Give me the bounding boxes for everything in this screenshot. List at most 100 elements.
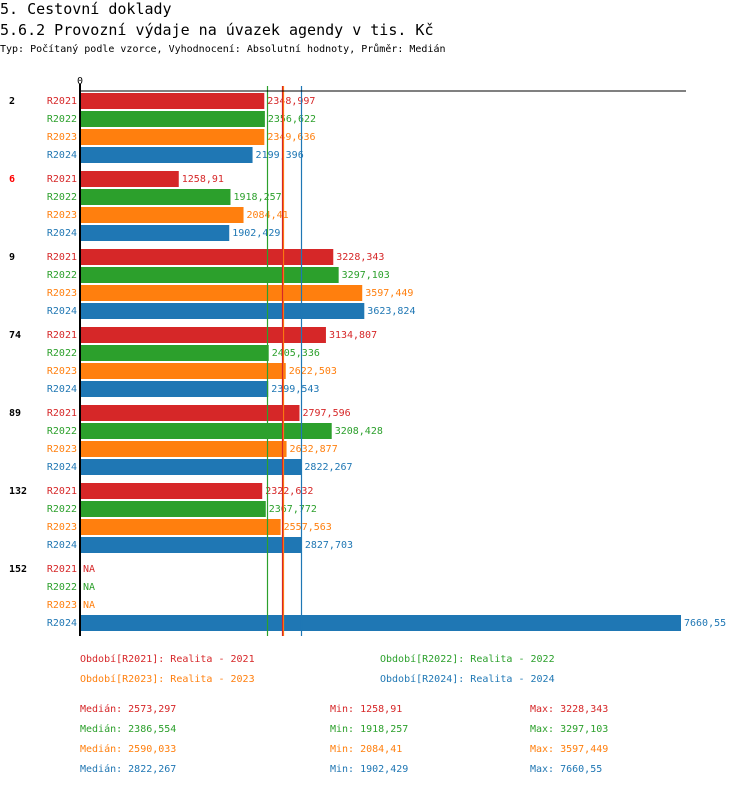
- data-label: 2827,703: [305, 540, 353, 551]
- data-label: 2348,997: [267, 96, 315, 107]
- data-label: 2349,636: [267, 132, 315, 143]
- bar-r2021-74: [80, 327, 326, 343]
- data-label: 3208,428: [335, 426, 383, 437]
- data-label: 3297,103: [342, 270, 390, 281]
- bar-r2023-89: [80, 441, 287, 457]
- series-label: R2022: [47, 348, 77, 359]
- stat-median-r2022: Medián: 2386,554: [80, 724, 177, 735]
- series-label: R2021: [47, 174, 77, 185]
- x-axis-zero-label: 0: [77, 76, 83, 87]
- data-label: 2622,503: [289, 366, 337, 377]
- series-label: R2021: [47, 252, 77, 263]
- series-label: R2023: [47, 522, 77, 533]
- series-label: R2023: [47, 444, 77, 455]
- bar-r2021-89: [80, 405, 300, 421]
- data-label: NA: [83, 582, 95, 593]
- data-label: 3623,824: [367, 306, 415, 317]
- bar-r2022-2: [80, 111, 265, 127]
- bar-r2022-6: [80, 189, 231, 205]
- series-label: R2024: [47, 462, 77, 473]
- series-label: R2024: [47, 618, 77, 629]
- data-label: 2356,622: [268, 114, 316, 125]
- series-label: R2024: [47, 306, 77, 317]
- bar-r2022-89: [80, 423, 332, 439]
- bar-r2021-2: [80, 93, 265, 109]
- data-label: 1258,91: [182, 174, 224, 185]
- category-label: 152: [9, 564, 27, 575]
- data-label: NA: [83, 600, 95, 611]
- data-label: 2822,267: [304, 462, 352, 473]
- category-label: 6: [9, 174, 15, 185]
- stat-median-r2021: Medián: 2573,297: [80, 704, 177, 715]
- bar-r2024-132: [80, 537, 302, 553]
- data-label: 2199,396: [256, 150, 304, 161]
- data-label: 2367,772: [269, 504, 317, 515]
- series-label: R2022: [47, 192, 77, 203]
- bar-r2021-9: [80, 249, 334, 265]
- stat-max-r2022: Max: 3297,103: [530, 724, 609, 735]
- stat-max-r2024: Max: 7660,55: [530, 764, 603, 775]
- stat-min-r2021: Min: 1258,91: [330, 704, 403, 715]
- data-label: 2557,563: [284, 522, 332, 533]
- series-label: R2021: [47, 96, 77, 107]
- bar-r2022-132: [80, 501, 266, 517]
- legend-item-r2022: Období[R2022]: Realita - 2022: [380, 654, 555, 665]
- bar-r2024-9: [80, 303, 365, 319]
- chart-subtitle: Typ: Počítaný podle vzorce, Vyhodnocení:…: [0, 44, 446, 55]
- bar-r2023-132: [80, 519, 281, 535]
- bar-r2022-9: [80, 267, 339, 283]
- category-label: 74: [9, 330, 21, 341]
- data-label: 1902,429: [232, 228, 280, 239]
- data-label: 2632,877: [290, 444, 338, 455]
- data-label: 3228,343: [336, 252, 384, 263]
- bar-r2021-6: [80, 171, 179, 187]
- data-label: 2797,596: [302, 408, 350, 419]
- data-label: 3134,807: [329, 330, 377, 341]
- data-label: NA: [83, 564, 95, 575]
- series-label: R2021: [47, 486, 77, 497]
- stat-min-r2023: Min: 2084,41: [330, 744, 403, 755]
- data-label: 7660,55: [684, 618, 726, 629]
- data-label: 3597,449: [365, 288, 413, 299]
- stat-median-r2023: Medián: 2590,033: [80, 744, 177, 755]
- bar-r2023-74: [80, 363, 286, 379]
- stat-min-r2022: Min: 1918,257: [330, 724, 409, 735]
- series-label: R2023: [47, 132, 77, 143]
- legend-item-r2023: Období[R2023]: Realita - 2023: [80, 674, 255, 685]
- series-label: R2021: [47, 408, 77, 419]
- category-label: 89: [9, 408, 21, 419]
- category-label: 9: [9, 252, 15, 263]
- bar-r2024-152: [80, 615, 681, 631]
- bar-r2024-6: [80, 225, 230, 241]
- bar-r2023-6: [80, 207, 244, 223]
- data-label: 2405,336: [272, 348, 320, 359]
- bar-r2023-2: [80, 129, 265, 145]
- series-label: R2024: [47, 228, 77, 239]
- section-title: 5. Cestovní doklady: [0, 0, 172, 18]
- series-label: R2023: [47, 366, 77, 377]
- bar-r2024-74: [80, 381, 269, 397]
- series-label: R2024: [47, 384, 77, 395]
- stat-min-r2024: Min: 1902,429: [330, 764, 409, 775]
- category-label: 2: [9, 96, 15, 107]
- series-label: R2023: [47, 600, 77, 611]
- stat-max-r2023: Max: 3597,449: [530, 744, 609, 755]
- data-label: 2399,543: [271, 384, 319, 395]
- series-label: R2024: [47, 540, 77, 551]
- series-label: R2024: [47, 150, 77, 161]
- stat-median-r2024: Medián: 2822,267: [80, 764, 177, 775]
- series-label: R2023: [47, 288, 77, 299]
- legend-item-r2021: Období[R2021]: Realita - 2021: [80, 654, 255, 665]
- series-label: R2022: [47, 270, 77, 281]
- series-label: R2021: [47, 564, 77, 575]
- data-label: 1918,257: [233, 192, 281, 203]
- bar-r2024-89: [80, 459, 302, 475]
- bar-r2022-74: [80, 345, 269, 361]
- stat-max-r2021: Max: 3228,343: [530, 704, 609, 715]
- series-label: R2022: [47, 582, 77, 593]
- bar-r2023-9: [80, 285, 363, 301]
- bar-r2021-132: [80, 483, 263, 499]
- chart-title: 5.6.2 Provozní výdaje na úvazek agendy v…: [0, 21, 434, 39]
- series-label: R2022: [47, 504, 77, 515]
